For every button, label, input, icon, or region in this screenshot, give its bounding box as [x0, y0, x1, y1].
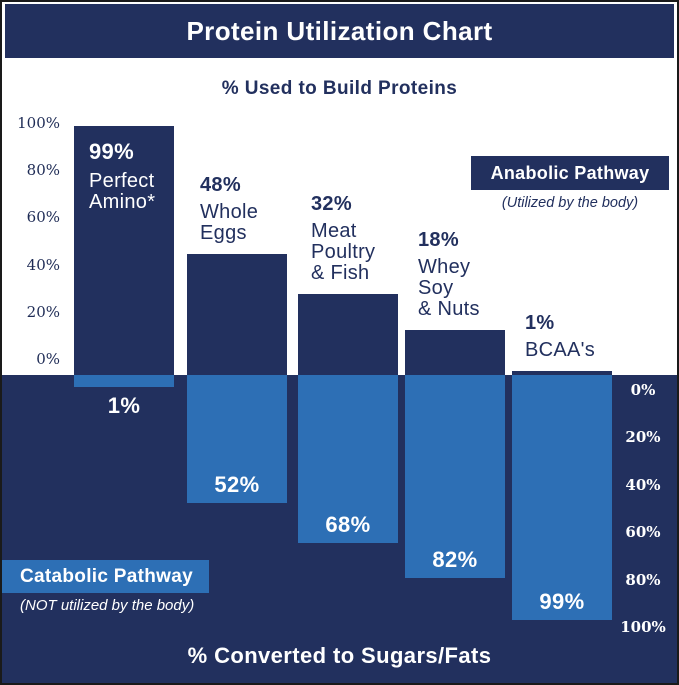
bar-down-meat-poultry-fish	[298, 375, 398, 543]
down-axis-tick-0: 0%	[630, 381, 656, 399]
down-axis-tick-100: 100%	[620, 618, 666, 636]
up-axis-tick-100: 100%	[17, 114, 60, 132]
up-axis-tick-80: 80%	[26, 161, 60, 180]
anabolic-pathway-label: Anabolic Pathway	[490, 162, 650, 183]
title-bar: Protein Utilization Chart	[5, 4, 674, 58]
category-name-line: Meat	[311, 220, 357, 242]
top-axis-title: % Used to Build Proteins	[221, 78, 458, 99]
down-value-perfect-amino: 1%	[107, 393, 141, 418]
bar-down-whole-eggs	[187, 375, 287, 503]
up-axis-tick-20: 20%	[26, 302, 60, 321]
bar-label-whey-soy-nuts: 18% Whey Soy & Nuts	[418, 229, 480, 320]
catabolic-pathway-legend: Catabolic Pathway	[2, 560, 209, 593]
up-value-meat-poultry-fish: 32%	[311, 193, 352, 215]
down-axis-tick-40: 40%	[625, 475, 661, 494]
bar-label-bcaa-s: 1% BCAA's	[525, 312, 595, 361]
bar-up-meat-poultry-fish	[298, 294, 398, 375]
category-name-line: & Nuts	[418, 298, 480, 320]
bar-down-whey-soy-nuts	[405, 375, 505, 578]
bar-up-perfect-amino	[74, 126, 174, 375]
down-value-meat-poultry-fish: 68%	[325, 512, 371, 537]
catabolic-pathway-caption: (NOT utilized by the body)	[20, 597, 195, 614]
category-name-line: Whey	[418, 256, 471, 278]
down-axis-tick-60: 60%	[625, 523, 661, 542]
bar-up-whole-eggs	[187, 254, 287, 375]
category-name-line: Poultry	[311, 241, 376, 263]
bar-label-whole-eggs: 48% Whole Eggs	[200, 174, 258, 244]
category-name-line: Perfect	[89, 170, 155, 192]
page-title: Protein Utilization Chart	[186, 15, 493, 46]
up-value-whole-eggs: 48%	[200, 174, 241, 196]
down-value-whole-eggs: 52%	[214, 472, 260, 497]
down-value-whey-soy-nuts: 82%	[432, 547, 478, 572]
bar-up-whey-soy-nuts	[405, 330, 505, 375]
category-name-line: Whole	[200, 201, 259, 223]
bar-down-perfect-amino	[74, 375, 174, 387]
up-axis-tick-60: 60%	[26, 208, 60, 227]
down-axis-tick-80: 80%	[625, 570, 661, 589]
up-axis-tick-40: 40%	[26, 255, 60, 274]
category-name-line: Eggs	[200, 222, 247, 244]
bar-label-perfect-amino: 99% Perfect Amino*	[89, 139, 155, 213]
up-value-bcaa-s: 1%	[525, 312, 555, 334]
down-axis-tick-20: 20%	[625, 428, 661, 447]
bar-down-bcaa-s	[512, 375, 612, 620]
category-name-line: & Fish	[311, 262, 370, 284]
up-value-perfect-amino: 99%	[89, 139, 134, 164]
bar-up-bcaa-s	[512, 371, 612, 375]
category-name-line: Soy	[418, 277, 454, 299]
category-name-line: BCAA's	[525, 339, 596, 361]
up-value-whey-soy-nuts: 18%	[418, 229, 459, 251]
bar-label-meat-poultry-fish: 32% Meat Poultry & Fish	[311, 193, 375, 284]
bottom-axis-title: % Converted to Sugars/Fats	[187, 643, 492, 668]
down-value-bcaa-s: 99%	[539, 589, 585, 614]
category-name-line: Amino*	[89, 191, 156, 213]
up-axis-tick-0: 0%	[36, 350, 60, 368]
anabolic-pathway-legend: Anabolic Pathway	[471, 156, 669, 190]
catabolic-pathway-label: Catabolic Pathway	[20, 565, 193, 587]
anabolic-pathway-caption: (Utilized by the body)	[501, 195, 639, 211]
